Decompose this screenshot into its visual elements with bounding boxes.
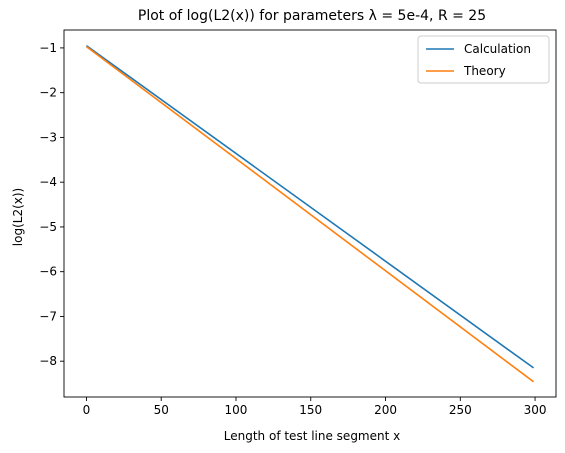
x-tick-label: 150 [299, 403, 322, 417]
x-axis-label: Length of test line segment x [224, 429, 400, 443]
x-tick-label: 100 [225, 403, 248, 417]
y-axis-label: log(L2(x)) [11, 188, 25, 246]
y-tick-label: −3 [39, 130, 57, 144]
y-tick-label: −8 [39, 354, 57, 368]
y-tick-label: −5 [39, 220, 57, 234]
legend-label-calculation: Calculation [464, 42, 531, 56]
x-tick-label: 50 [154, 403, 169, 417]
series-line-theory [85, 45, 535, 383]
chart-title: Plot of log(L2(x)) for parameters λ = 5e… [138, 8, 486, 24]
y-tick-label: −6 [39, 265, 57, 279]
series-line-calculation [85, 45, 535, 369]
y-tick-label: −1 [39, 41, 57, 55]
y-tick-label: −2 [39, 86, 57, 100]
axes-frame [63, 29, 557, 398]
x-tick-label: 200 [374, 403, 397, 417]
x-tick-label: 250 [449, 403, 472, 417]
y-tick-label: −4 [39, 175, 57, 189]
legend-label-theory: Theory [463, 64, 506, 78]
x-tick-label: 0 [83, 403, 91, 417]
y-tick-label: −7 [39, 309, 57, 323]
x-tick-label: 300 [524, 403, 547, 417]
plot-area: 0 50 100 150 200 250 300 −1 −2 −3 −4 −5 −6 −7 −8 Calcul… [39, 29, 557, 417]
